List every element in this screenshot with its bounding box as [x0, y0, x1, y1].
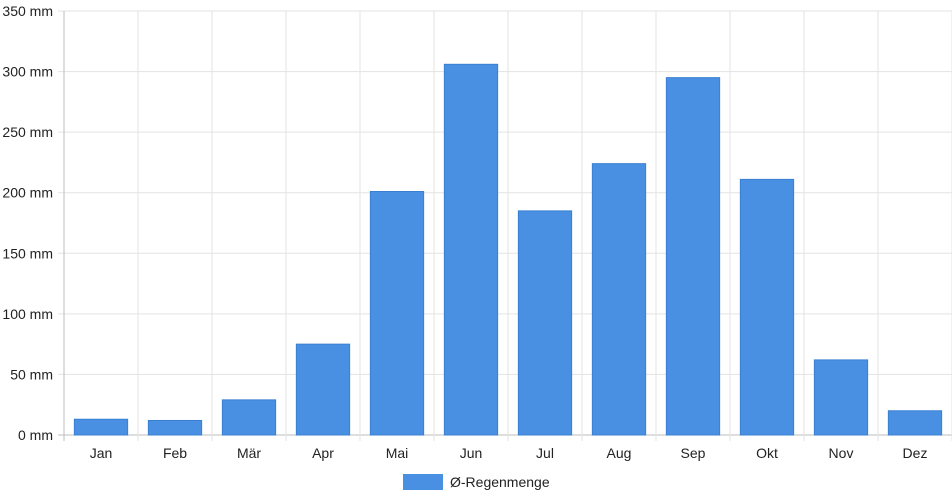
y-axis: 0 mm 50 mm 100 mm 150 mm 200 mm 250 mm 300 mm 3… — [2, 3, 53, 443]
bars — [73, 63, 943, 436]
x-tick-label: Aug — [607, 445, 632, 461]
x-tick-label: Mai — [386, 445, 409, 461]
bar-mai[interactable] — [369, 191, 425, 436]
bar-nov[interactable] — [813, 359, 869, 436]
x-tick-label: Jan — [90, 445, 113, 461]
bar-sep[interactable] — [665, 77, 721, 436]
legend[interactable]: Ø-Regenmenge — [403, 474, 550, 490]
bar-apr[interactable] — [295, 343, 351, 436]
x-tick-label: Dez — [903, 445, 928, 461]
y-tick-label: 300 mm — [2, 64, 53, 80]
x-axis: Jan Feb Mär Apr Mai Jun Jul Aug Sep Okt Nov Dez — [90, 445, 928, 461]
bar-dez[interactable] — [887, 410, 943, 436]
bar-feb[interactable] — [147, 419, 203, 436]
bar-jan[interactable] — [73, 418, 129, 436]
x-tick-label: Sep — [681, 445, 706, 461]
x-tick-label: Jul — [536, 445, 554, 461]
y-tick-label: 200 mm — [2, 185, 53, 201]
y-tick-label: 50 mm — [10, 366, 53, 382]
x-tick-label: Nov — [829, 445, 854, 461]
legend-label[interactable]: Ø-Regenmenge — [450, 474, 550, 490]
x-tick-label: Jun — [460, 445, 483, 461]
y-tick-label: 0 mm — [18, 427, 53, 443]
y-tick-label: 100 mm — [2, 306, 53, 322]
grid — [58, 10, 952, 441]
bar-jun[interactable] — [443, 63, 499, 436]
x-tick-label: Feb — [163, 445, 187, 461]
bar-jul[interactable] — [517, 210, 573, 436]
y-tick-label: 250 mm — [2, 124, 53, 140]
x-tick-label: Apr — [312, 445, 334, 461]
x-tick-label: Okt — [756, 445, 778, 461]
y-tick-label: 150 mm — [2, 245, 53, 261]
x-tick-label: Mär — [237, 445, 261, 461]
legend-swatch[interactable] — [403, 474, 443, 490]
bar-aug[interactable] — [591, 163, 647, 436]
bar-mär[interactable] — [221, 399, 277, 436]
bar-okt[interactable] — [739, 178, 795, 436]
y-tick-label: 350 mm — [2, 3, 53, 19]
